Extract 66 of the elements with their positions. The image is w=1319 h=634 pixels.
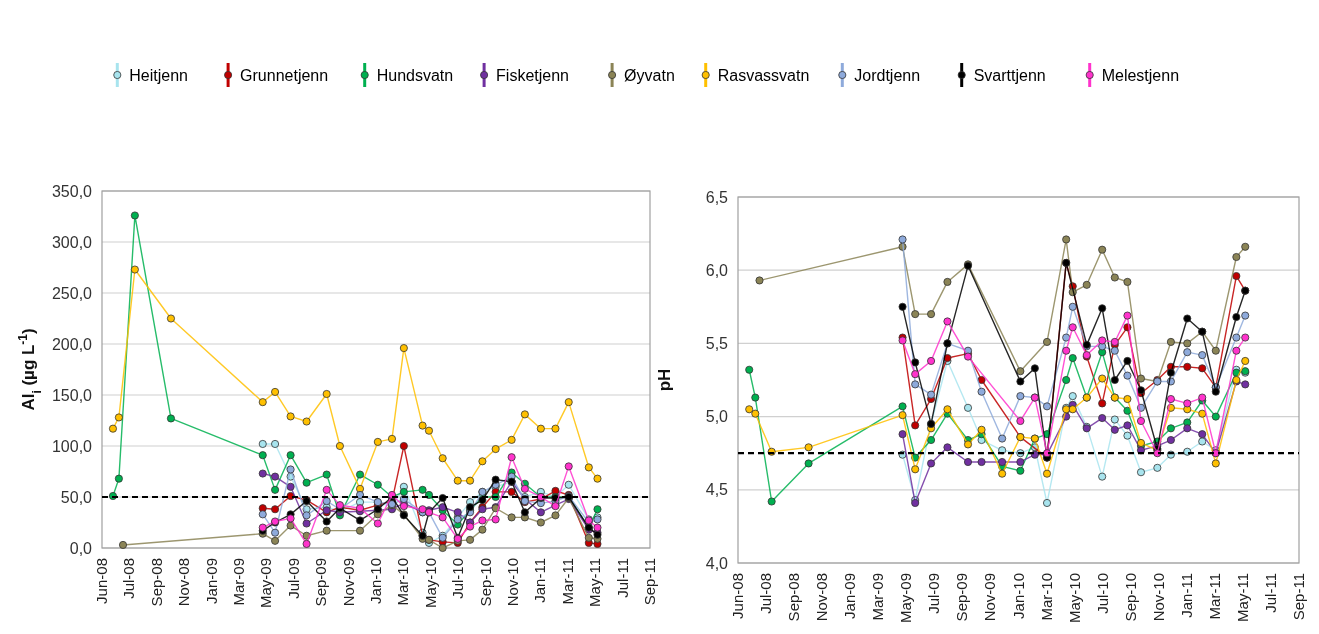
x-tick-label: May-11 [586, 558, 604, 607]
legend-label: Hundsvatn [376, 66, 454, 84]
x-tick-label: Jan-10 [367, 558, 384, 604]
legend-label: Rasvassvatn [717, 66, 810, 84]
x-tick-label: Jul-09 [284, 558, 302, 599]
x-tick-label: Jul-10 [449, 558, 467, 599]
x-tick-label: Sep-10 [476, 558, 494, 607]
x-tick-label: Sep-08 [147, 558, 165, 607]
x-tick-label: Jan-09 [202, 558, 220, 604]
y-tick-label: 4,0 [705, 554, 729, 572]
x-tick-label: May-10 [421, 558, 439, 609]
legend-label: Melestjenn [1101, 66, 1180, 84]
x-tick-label: May-10 [1065, 573, 1083, 624]
legend-label: Svarttjenn [973, 66, 1046, 84]
x-tick-label: Jun-08 [729, 573, 746, 619]
y-tick-label: 6,5 [705, 188, 729, 206]
x-tick-label: Jul-08 [757, 573, 775, 614]
y-tick-label: 100,0 [51, 437, 93, 455]
x-tick-label: Jan-09 [841, 573, 859, 619]
y-tick-label: 5,0 [705, 408, 729, 426]
y-tick-label: 5,5 [705, 335, 729, 352]
y-tick-label: 6,0 [705, 261, 729, 279]
y-tick-label: 350,0 [51, 182, 93, 200]
legend-label: Fisketjenn [496, 66, 570, 84]
x-tick-label: Mar-10 [394, 558, 412, 606]
x-tick-label: Jul-10 [1093, 573, 1111, 614]
x-tick-label: May-09 [897, 573, 915, 624]
y-tick-label: 50,0 [60, 488, 93, 506]
x-tick-label: Nov-09 [981, 573, 999, 622]
x-tick-label: Mar-09 [230, 558, 247, 606]
legend-label: Grunnetjenn [240, 66, 329, 84]
x-tick-label: Jul-11 [1261, 573, 1279, 613]
x-tick-label: Mar-11 [1205, 573, 1223, 620]
y-axis-title: pH [655, 368, 674, 392]
x-tick-label: Sep-08 [785, 573, 803, 622]
x-tick-label: Nov-09 [339, 558, 357, 607]
x-tick-label: Nov-08 [175, 558, 193, 607]
y-tick-label: 300,0 [51, 233, 93, 251]
x-tick-label: Mar-11 [558, 558, 576, 605]
x-tick-label: Sep-10 [1121, 573, 1139, 622]
y-tick-label: 4,5 [705, 481, 729, 499]
legend-label: Jordtjenn [854, 66, 921, 84]
x-tick-label: Nov-08 [813, 573, 831, 622]
legend-label: Heitjenn [129, 66, 188, 84]
x-tick-label: Jan-11 [1177, 573, 1195, 618]
x-tick-label: Jan-11 [531, 558, 549, 603]
x-tick-label: Sep-11 [1290, 573, 1307, 621]
y-tick-label: 250,0 [51, 284, 93, 302]
x-tick-label: Mar-09 [869, 573, 887, 621]
x-tick-label: Nov-10 [504, 558, 521, 607]
x-tick-label: Jun-08 [93, 558, 110, 604]
x-tick-label: Sep-09 [312, 558, 330, 607]
y-tick-label: 200,0 [51, 335, 93, 353]
x-tick-label: Jul-09 [925, 573, 943, 614]
x-tick-label: Jan-10 [1009, 573, 1027, 619]
x-tick-label: Nov-10 [1149, 573, 1167, 622]
x-tick-label: Mar-10 [1037, 573, 1055, 621]
y-tick-label: 150,0 [51, 386, 93, 404]
x-tick-label: May-09 [257, 558, 275, 609]
legend-label: Øyvatn [624, 66, 675, 84]
y-tick-label: 0,0 [69, 539, 93, 557]
x-tick-label: Jul-08 [120, 558, 138, 599]
x-tick-label: May-11 [1233, 573, 1251, 622]
x-tick-label: Jul-11 [613, 558, 631, 598]
x-tick-label: Sep-09 [953, 573, 971, 622]
x-tick-label: Sep-11 [641, 558, 658, 606]
